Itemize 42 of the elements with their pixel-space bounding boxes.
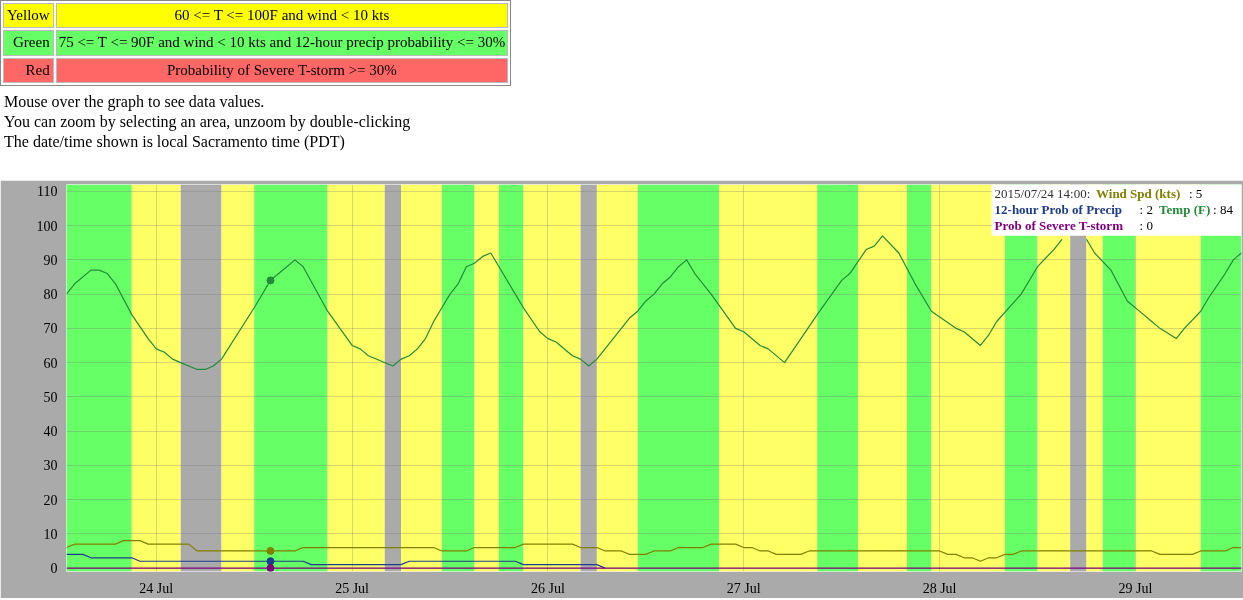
annotation: : 5 [1189, 186, 1203, 202]
text: Yellow [3, 3, 54, 29]
text: Wind Spd (kts) [1096, 186, 1181, 202]
y-tick-label: 100 [36, 218, 58, 234]
y-tick-label: 50 [43, 389, 58, 405]
line-series [66, 540, 1242, 562]
text: Temp (F) [1159, 202, 1211, 218]
text: Green [3, 30, 54, 56]
y-tick-label: 10 [43, 526, 58, 542]
y-tick-label: 90 [43, 252, 58, 268]
text: Probability of Severe T-storm >= 30% [55, 57, 509, 84]
point [266, 564, 275, 572]
x-tick-label: 24 Jul [139, 580, 174, 596]
line-series [66, 553, 606, 569]
x-tick-label: 29 Jul [1118, 580, 1153, 596]
x-tick-label: 25 Jul [335, 580, 370, 596]
y-tick-label: 70 [43, 321, 58, 337]
text: Prob of Severe T-storm [994, 218, 1124, 234]
point [266, 276, 275, 285]
point [266, 557, 275, 566]
text: Red [3, 57, 54, 84]
y-tick-label: 40 [43, 424, 58, 440]
y-tick-label: 0 [50, 561, 58, 577]
annotation: : 0 [1139, 218, 1153, 234]
text: 75 <= T <= 90F and wind < 10 kts and 12-hour precip probability <= 30% [55, 30, 509, 56]
text: The date/time shown is local Sacramento time (PDT) [4, 133, 345, 150]
x-tick-label: 26 Jul [531, 580, 565, 596]
y-tick-label: 20 [43, 492, 58, 508]
text: 12-hour Prob of Precip [994, 202, 1123, 218]
y-tick-label: 110 [37, 184, 58, 200]
annotation: : 84 [1213, 202, 1234, 218]
y-tick-label: 30 [43, 458, 58, 474]
annotation: 2015/07/24 14:00: [994, 186, 1091, 202]
y-tick-label: 80 [43, 287, 58, 303]
x-tick-label: 27 Jul [726, 580, 761, 596]
text: Mouse over the graph to see data values. [4, 93, 265, 110]
text: 60 <= T <= 100F and wind < 10 kts [55, 3, 509, 29]
x-tick-label: 28 Jul [922, 580, 957, 596]
annotation: : 2 [1139, 202, 1153, 218]
y-tick-label: 60 [43, 355, 58, 371]
text: You can zoom by selecting an area, unzoom by double-clicking [4, 113, 411, 130]
point [266, 546, 275, 555]
